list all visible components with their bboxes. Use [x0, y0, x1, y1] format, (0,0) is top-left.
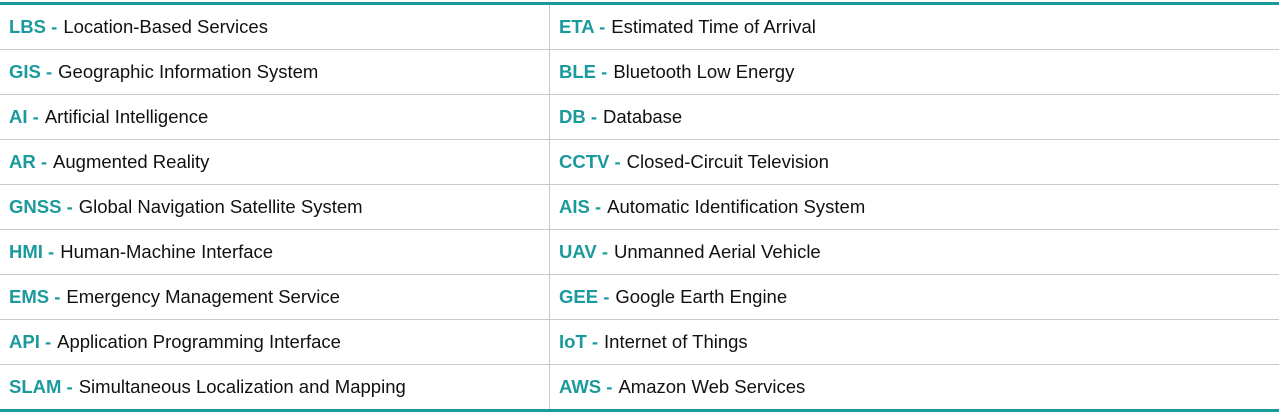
abbreviation: DB - — [559, 106, 598, 127]
table-row: GNSS - Global Navigation Satellite System… — [0, 184, 1279, 230]
expansion: Augmented Reality — [53, 151, 210, 172]
expansion: Bluetooth Low Energy — [613, 61, 795, 82]
table-row: EMS - Emergency Management Service GEE - Go… — [0, 274, 1279, 320]
abbreviation: EMS - — [9, 286, 61, 307]
expansion: Location-Based Services — [63, 16, 268, 37]
expansion: Unmanned Aerial Vehicle — [614, 241, 821, 262]
abbreviation: GIS - — [9, 61, 53, 82]
expansion: Application Programming Interface — [57, 331, 341, 352]
table-cell: ETA - Estimated Time of Arrival — [550, 4, 1280, 50]
table-cell: API - Application Programming Interface — [0, 319, 550, 365]
table-cell: IoT - Internet of Things — [549, 319, 1279, 365]
abbreviation: AI - — [9, 106, 39, 127]
abbreviation: UAV - — [559, 241, 608, 262]
table-row: SLAM - Simultaneous Localization and Mapp… — [0, 364, 1279, 411]
abbreviation: BLE - — [559, 61, 608, 82]
abbreviation: API - — [9, 331, 52, 352]
expansion: Google Earth Engine — [615, 286, 788, 307]
table-cell: DB - Database — [549, 94, 1279, 140]
expansion: Simultaneous Localization and Mapping — [78, 376, 406, 397]
expansion: Global Navigation Satellite System — [78, 196, 363, 217]
abbreviation: CCTV - — [559, 151, 621, 172]
abbreviation: SLAM - — [9, 376, 73, 397]
abbreviation: ETA - — [559, 16, 606, 37]
table-cell: LBS - Location-Based Services — [0, 3, 550, 50]
table-row: AR - Augmented Reality CCTV - Closed-Circui… — [0, 139, 1279, 185]
expansion: Closed-Circuit Television — [626, 151, 829, 172]
abbreviation-table: LBS - Location-Based Services ETA - Estimat… — [0, 2, 1279, 412]
expansion: Artificial Intelligence — [44, 106, 209, 127]
abbreviation: IoT - — [559, 331, 599, 352]
expansion: Human-Machine Interface — [60, 241, 274, 262]
table-cell: AR - Augmented Reality — [0, 139, 550, 185]
abbreviation: HMI - — [9, 241, 55, 262]
expansion: Database — [603, 106, 683, 127]
table-cell: SLAM - Simultaneous Localization and Mapp… — [0, 364, 550, 411]
table-cell: GNSS - Global Navigation Satellite System — [0, 184, 550, 230]
expansion: Amazon Web Services — [618, 376, 806, 397]
table-cell: HMI - Human-Machine Interface — [0, 229, 550, 275]
table-cell: UAV - Unmanned Aerial Vehicle — [549, 229, 1279, 275]
expansion: Internet of Things — [604, 331, 748, 352]
abbreviation: AR - — [9, 151, 48, 172]
table-cell: AI - Artificial Intelligence — [0, 94, 550, 140]
table-cell: AIS - Automatic Identification System — [549, 184, 1279, 230]
table-cell: GIS - Geographic Information System — [0, 49, 550, 95]
expansion: Emergency Management Service — [66, 286, 340, 307]
table-row: GIS - Geographic Information System BLE -B… — [0, 49, 1279, 95]
table-cell: AWS - Amazon Web Services — [549, 364, 1279, 411]
abbreviation: AIS - — [559, 196, 602, 217]
abbreviation: GNSS - — [9, 196, 73, 217]
table-row: API - Application Programming Interface Io… — [0, 319, 1279, 365]
expansion: Automatic Identification System — [607, 196, 866, 217]
abbreviation: LBS - — [9, 16, 58, 37]
table-cell: GEE - Google Earth Engine — [549, 274, 1279, 320]
table-cell: CCTV - Closed-Circuit Television — [549, 139, 1279, 185]
table-cell: BLE - Bluetooth Low Energy — [549, 49, 1279, 95]
table-cell: EMS - Emergency Management Service — [0, 274, 550, 320]
table-row: HMI - Human-Machine Interface UAV - Unmanne… — [0, 229, 1279, 275]
table-body: LBS - Location-Based Services ETA - Estimat… — [0, 3, 1280, 411]
table-row: AI - Artificial Intelligence DB - Database — [0, 94, 1279, 140]
table-row: LBS - Location-Based Services ETA - Estimat… — [0, 3, 1280, 50]
abbreviation: GEE - — [559, 286, 610, 307]
expansion: Estimated Time of Arrival — [611, 16, 816, 37]
abbreviation: AWS - — [559, 376, 613, 397]
expansion: Geographic Information System — [58, 61, 319, 82]
